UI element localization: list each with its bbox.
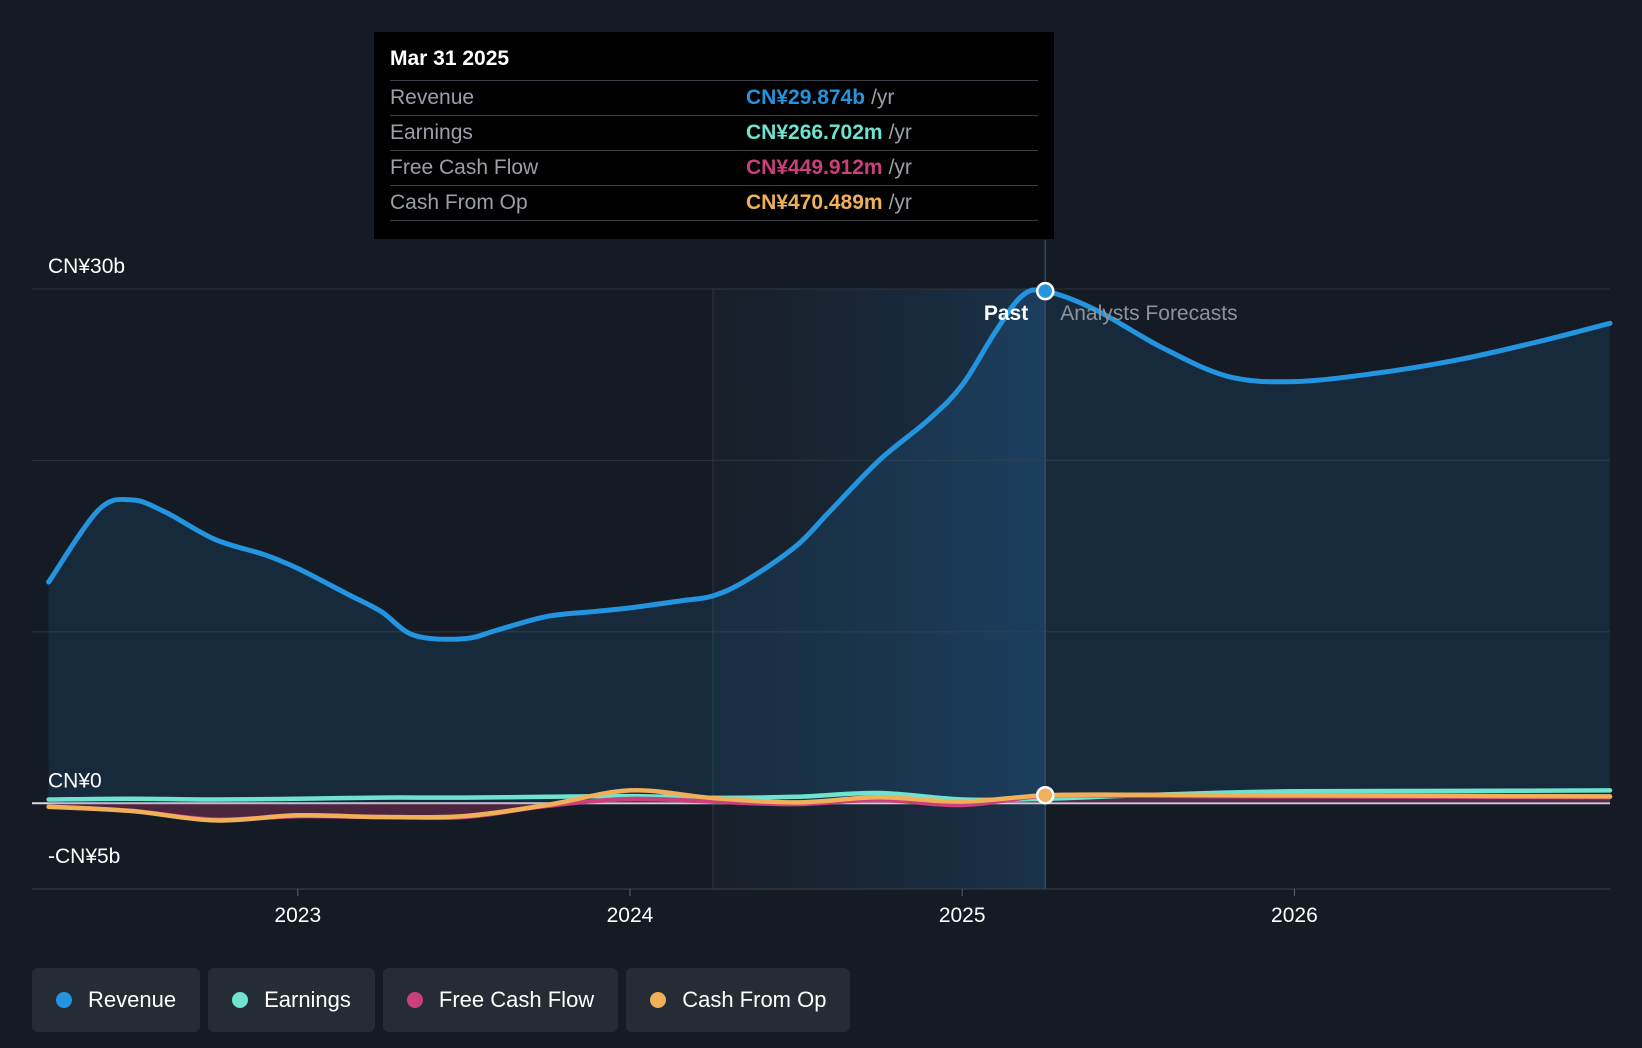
legend-label: Cash From Op bbox=[682, 987, 827, 1012]
tooltip-row-free-cash-flow: Free Cash Flow CN¥449.912m /yr bbox=[390, 150, 1038, 185]
legend-dot-icon bbox=[56, 992, 72, 1008]
tooltip-label: Earnings bbox=[390, 121, 473, 144]
cash-from-op-line bbox=[46, 788, 1613, 823]
legend-dot-icon bbox=[650, 992, 667, 1008]
tooltip-unit: /yr bbox=[888, 156, 912, 179]
tooltip-label: Cash From Op bbox=[390, 191, 528, 214]
tooltip-unit: /yr bbox=[871, 86, 895, 109]
revenue-marker bbox=[1035, 281, 1055, 301]
legend-item-cash-from-op[interactable]: Cash From Op bbox=[626, 968, 851, 1032]
legend-item-revenue[interactable]: Revenue bbox=[32, 968, 201, 1032]
y-tick-label: -CN¥5b bbox=[48, 845, 120, 868]
tooltip-value: CN¥266.702m bbox=[746, 121, 883, 144]
tooltip-date: Mar 31 2025 bbox=[390, 47, 510, 70]
cash-from-op-marker bbox=[1035, 785, 1055, 805]
free-cash-flow-area bbox=[48, 794, 1611, 820]
legend-label: Earnings bbox=[264, 987, 351, 1012]
revenue-area bbox=[48, 289, 1611, 804]
x-tick-label: 2025 bbox=[939, 904, 986, 927]
legend-dot-icon bbox=[232, 992, 249, 1008]
tooltip-unit: /yr bbox=[888, 191, 912, 214]
tooltip-row-earnings: Earnings CN¥266.702m /yr bbox=[390, 115, 1038, 150]
y-tick-label: CN¥0 bbox=[48, 769, 102, 792]
legend-item-earnings[interactable]: Earnings bbox=[208, 968, 375, 1032]
x-tick-label: 2024 bbox=[607, 904, 654, 927]
legend-label: Revenue bbox=[88, 987, 177, 1012]
x-tick-label: 2023 bbox=[274, 904, 321, 927]
chart-legend: Revenue Earnings Free Cash Flow Cash Fro… bbox=[32, 968, 851, 1032]
x-tick-label: 2026 bbox=[1271, 904, 1318, 927]
legend-dot-icon bbox=[406, 992, 423, 1008]
tooltip-value: CN¥449.912m bbox=[746, 156, 883, 179]
past-highlight-region bbox=[713, 289, 1046, 889]
forecast-label: Analysts Forecasts bbox=[1060, 302, 1237, 325]
legend-label: Free Cash Flow bbox=[438, 987, 595, 1012]
earnings-line bbox=[46, 788, 1613, 803]
tooltip-value: CN¥29.874b bbox=[746, 86, 866, 109]
tooltip-label: Revenue bbox=[390, 86, 475, 109]
chart-tooltip: Mar 31 2025 Revenue CN¥29.874b /yr Earni… bbox=[374, 32, 1054, 239]
tooltip-unit: /yr bbox=[888, 121, 912, 144]
tooltip-value: CN¥470.489m bbox=[746, 191, 883, 214]
tooltip-row-cash-from-op: Cash From Op CN¥470.489m /yr bbox=[390, 185, 1038, 221]
past-label: Past bbox=[984, 302, 1028, 325]
tooltip-label: Free Cash Flow bbox=[390, 156, 539, 179]
y-tick-label: CN¥30b bbox=[48, 255, 125, 278]
legend-item-free-cash-flow[interactable]: Free Cash Flow bbox=[382, 968, 619, 1032]
revenue-line bbox=[46, 287, 1613, 642]
tooltip-row-revenue: Revenue CN¥29.874b /yr bbox=[390, 80, 1038, 115]
